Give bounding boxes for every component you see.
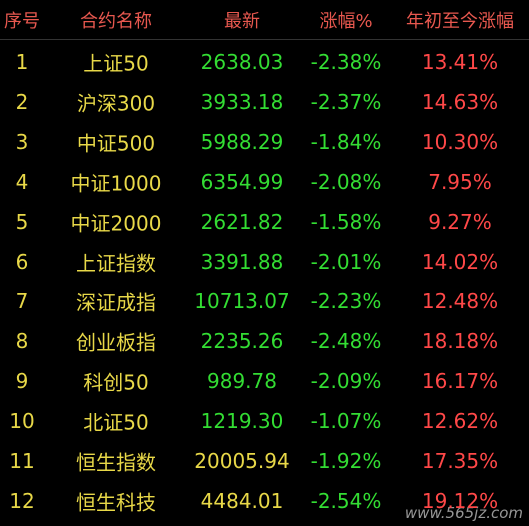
watermark: www.565jz.com xyxy=(404,504,523,522)
change-cell: -2.23% xyxy=(310,289,382,314)
name-cell: 沪深300 xyxy=(76,91,156,116)
ytd-change-cell: 12.62% xyxy=(421,409,499,434)
latest-cell: 2235.26 xyxy=(200,329,284,354)
header-index: 序号 xyxy=(4,11,40,32)
header-ytd-change: 年初至今涨幅 xyxy=(406,11,514,32)
name-cell: 恒生科技 xyxy=(76,490,156,515)
index-cell: 12 xyxy=(9,488,35,513)
latest-cell: 3391.88 xyxy=(200,249,284,274)
ytd-change-cell: 12.48% xyxy=(421,289,499,314)
latest-cell: 989.78 xyxy=(207,369,277,394)
index-cell: 2 xyxy=(15,89,29,114)
latest-cell: 2621.82 xyxy=(200,209,284,234)
latest-cell: 4484.01 xyxy=(200,488,284,513)
name-cell: 上证50 xyxy=(83,51,149,76)
header-separator xyxy=(0,39,529,40)
change-cell: -2.38% xyxy=(310,50,382,74)
name-cell: 北证50 xyxy=(83,410,149,435)
name-cell: 恒生指数 xyxy=(76,450,156,475)
index-cell: 9 xyxy=(15,369,29,394)
index-cell: 10 xyxy=(9,409,35,434)
latest-cell: 1219.30 xyxy=(200,409,284,434)
ytd-change-cell: 14.63% xyxy=(421,89,499,114)
change-cell: -1.92% xyxy=(310,449,382,473)
index-cell: 11 xyxy=(9,449,35,473)
change-cell: -2.08% xyxy=(310,169,382,194)
name-cell: 中证1000 xyxy=(70,171,162,196)
ytd-change-cell: 14.02% xyxy=(421,249,499,274)
name-cell: 中证2000 xyxy=(70,211,162,236)
ytd-change-cell: 13.41% xyxy=(421,50,499,74)
ytd-change-cell: 17.35% xyxy=(421,449,499,473)
latest-cell: 2638.03 xyxy=(200,50,284,74)
index-cell: 6 xyxy=(15,249,29,274)
ytd-change-cell: 19.12% xyxy=(421,488,499,513)
name-cell: 深证成指 xyxy=(76,290,156,315)
ytd-change-cell: 9.27% xyxy=(428,209,492,234)
latest-cell: 6354.99 xyxy=(200,169,284,194)
ytd-change-cell: 10.30% xyxy=(421,129,499,154)
header-name: 合约名称 xyxy=(80,11,152,32)
ytd-change-cell: 7.95% xyxy=(428,169,492,194)
index-cell: 5 xyxy=(15,209,29,234)
name-cell: 创业板指 xyxy=(76,330,156,355)
change-cell: -1.07% xyxy=(310,409,382,434)
ytd-change-cell: 16.17% xyxy=(421,369,499,394)
change-cell: -2.37% xyxy=(310,89,382,114)
latest-cell: 20005.94 xyxy=(194,449,290,473)
latest-cell: 5988.29 xyxy=(200,129,284,154)
change-cell: -1.58% xyxy=(310,209,382,234)
latest-cell: 10713.07 xyxy=(194,289,290,314)
index-cell: 3 xyxy=(15,129,29,154)
index-cell: 4 xyxy=(15,169,29,194)
name-cell: 科创50 xyxy=(83,370,149,395)
change-cell: -2.48% xyxy=(310,329,382,354)
change-cell: -2.54% xyxy=(310,488,382,513)
index-cell: 7 xyxy=(15,289,29,314)
ytd-change-cell: 18.18% xyxy=(421,329,499,354)
header-change: 涨幅% xyxy=(319,11,373,32)
change-cell: -2.01% xyxy=(310,249,382,274)
change-cell: -1.84% xyxy=(310,129,382,154)
header-latest: 最新 xyxy=(224,11,260,32)
index-cell: 8 xyxy=(15,329,29,354)
index-cell: 1 xyxy=(15,50,29,74)
name-cell: 上证指数 xyxy=(76,251,156,275)
name-cell: 中证500 xyxy=(76,131,156,156)
change-cell: -2.09% xyxy=(310,369,382,394)
latest-cell: 3933.18 xyxy=(200,89,284,114)
